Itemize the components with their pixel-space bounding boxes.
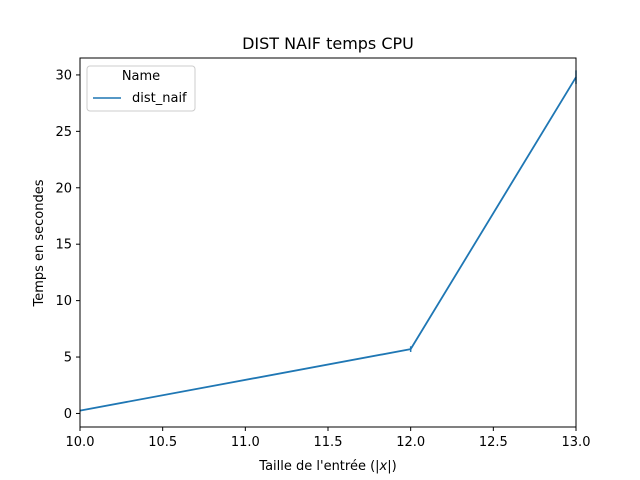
- x-tick-label: 10.5: [148, 435, 177, 450]
- y-tick-label: 30: [55, 68, 72, 83]
- axes-frame: [79, 57, 577, 428]
- y-tick-label: 0: [64, 407, 72, 422]
- x-axis: 10.0 10.5 11.0 11.5 12.0 12.5 13.0: [66, 427, 591, 450]
- y-axis: 0 5 10 15 20 25 30: [55, 68, 80, 422]
- y-tick-label: 20: [55, 181, 72, 196]
- x-tick-label: 13.0: [562, 435, 591, 450]
- x-tick-label: 12.0: [396, 435, 425, 450]
- legend-title: Name: [122, 69, 160, 84]
- x-axis-label-variable: x: [379, 459, 388, 474]
- x-axis-label-suffix: |): [387, 459, 396, 474]
- x-axis-label-prefix: Taille de l'entrée (|: [258, 459, 379, 474]
- legend-box: [86, 65, 196, 112]
- legend-label: dist_naif: [132, 91, 187, 106]
- y-tick-label: 5: [64, 351, 72, 366]
- y-tick-label: 15: [55, 238, 72, 253]
- chart-title: DIST NAIF temps CPU: [242, 34, 414, 53]
- y-tick-label: 25: [55, 125, 72, 140]
- x-tick-label: 12.5: [479, 435, 508, 450]
- x-axis-label: Taille de l'entrée (|x|): [258, 459, 396, 474]
- x-tick-label: 11.0: [231, 435, 260, 450]
- legend: Name dist_naif: [86, 65, 196, 112]
- x-tick-label: 11.5: [314, 435, 343, 450]
- y-tick-label: 10: [55, 294, 72, 309]
- y-axis-label: Temps en secondes: [32, 179, 47, 307]
- x-tick-label: 10.0: [66, 435, 95, 450]
